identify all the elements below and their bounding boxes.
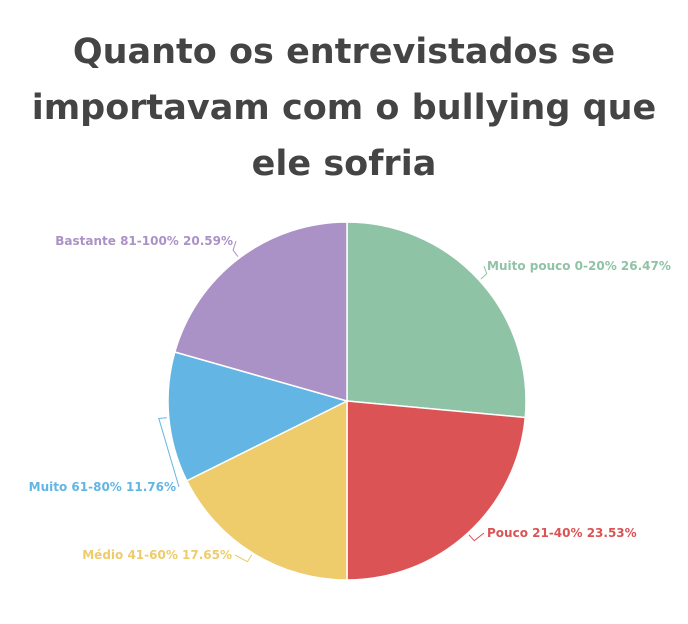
slice-label: Médio 41-60% 17.65% <box>82 548 232 562</box>
leader-line <box>235 555 252 562</box>
slice-label: Muito pouco 0-20% 26.47% <box>487 259 671 273</box>
pie-slice <box>347 401 525 580</box>
pie-slices <box>168 222 526 580</box>
leader-line <box>469 533 484 541</box>
leader-line <box>233 241 238 257</box>
pie-slice <box>347 222 526 418</box>
slice-label: Pouco 21-40% 23.53% <box>487 526 637 540</box>
slice-label: Bastante 81-100% 20.59% <box>55 234 233 248</box>
slice-label: Muito 61-80% 11.76% <box>29 480 176 494</box>
leader-line <box>481 266 487 279</box>
